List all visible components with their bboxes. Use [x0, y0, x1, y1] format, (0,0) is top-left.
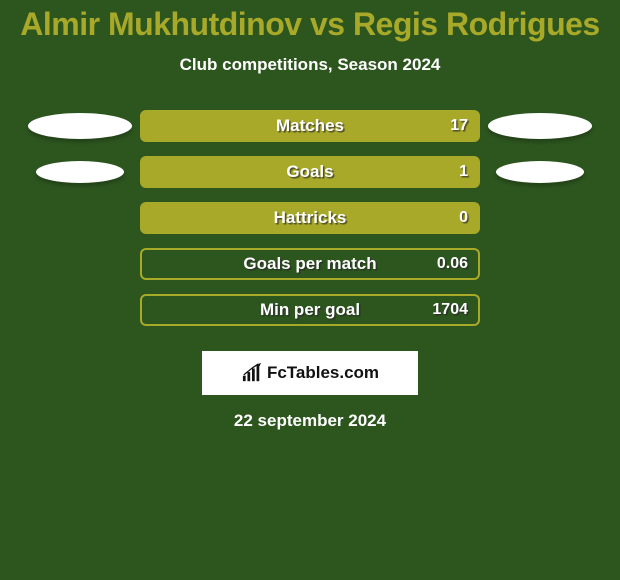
stat-label: Hattricks — [142, 208, 478, 228]
stat-label: Goals — [142, 162, 478, 182]
stat-bar: Goals per match0.06 — [140, 248, 480, 280]
logo-text: FcTables.com — [267, 363, 379, 383]
stat-value: 0 — [459, 209, 468, 227]
comparison-card: Almir Mukhutdinov vs Regis Rodrigues Clu… — [0, 0, 620, 580]
stat-row: Hattricks0 — [0, 195, 620, 241]
stat-label: Min per goal — [142, 300, 478, 320]
stat-row: Goals per match0.06 — [0, 241, 620, 287]
right-side — [480, 113, 600, 139]
stat-row: Min per goal1704 — [0, 287, 620, 333]
logo-box: FcTables.com — [202, 351, 418, 395]
ellipse-icon — [488, 113, 592, 139]
ellipse-icon — [36, 161, 124, 183]
stat-value: 1 — [459, 163, 468, 181]
subtitle: Club competitions, Season 2024 — [0, 55, 620, 75]
stat-value: 0.06 — [437, 255, 468, 273]
stat-value: 17 — [450, 117, 468, 135]
left-side — [20, 161, 140, 183]
left-side — [20, 113, 140, 139]
stat-bar: Goals1 — [140, 156, 480, 188]
logo: FcTables.com — [241, 363, 379, 383]
stat-bar: Hattricks0 — [140, 202, 480, 234]
stat-rows: Matches17 Goals1 Hattricks0 Goals per match… — [0, 103, 620, 333]
date-label: 22 september 2024 — [0, 411, 620, 431]
ellipse-icon — [496, 161, 584, 183]
stat-bar: Matches17 — [140, 110, 480, 142]
stat-bar: Min per goal1704 — [140, 294, 480, 326]
right-side — [480, 161, 600, 183]
stat-row: Matches17 — [0, 103, 620, 149]
page-title: Almir Mukhutdinov vs Regis Rodrigues — [0, 0, 620, 43]
stat-row: Goals1 — [0, 149, 620, 195]
stat-label: Matches — [142, 116, 478, 136]
stat-value: 1704 — [432, 301, 468, 319]
chart-icon — [241, 363, 263, 383]
stat-label: Goals per match — [142, 254, 478, 274]
ellipse-icon — [28, 113, 132, 139]
